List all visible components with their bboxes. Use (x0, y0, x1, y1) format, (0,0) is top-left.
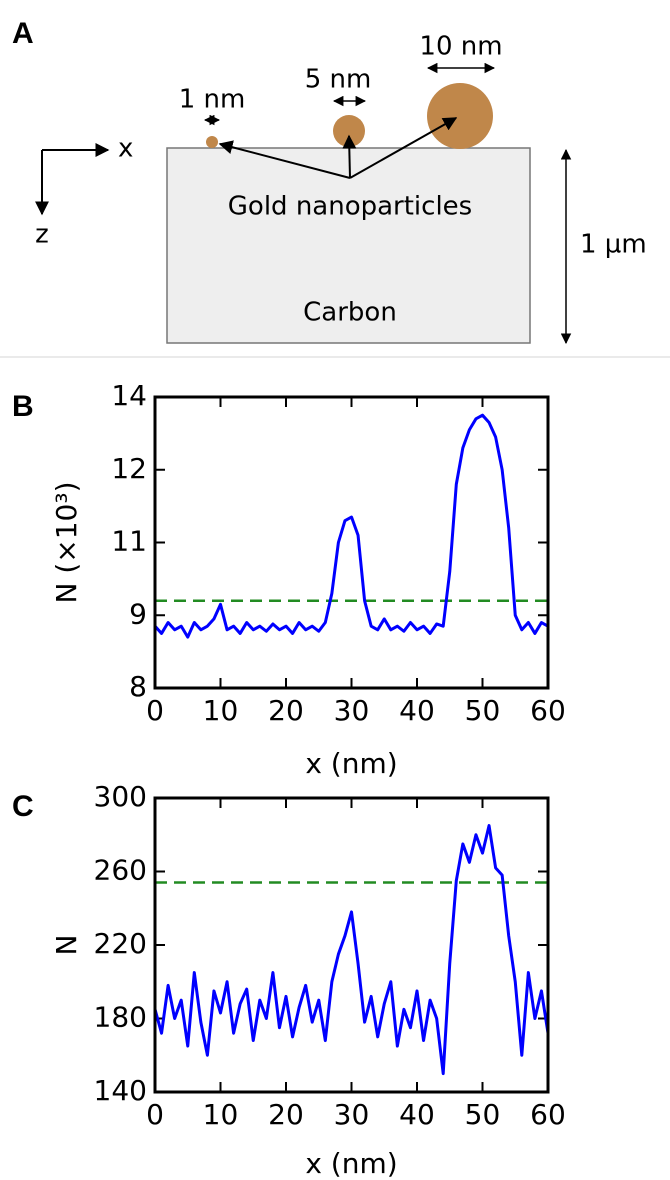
y-axis-label: N (50, 935, 83, 956)
pointer (218, 140, 351, 179)
y-tick-label: 12 (111, 452, 147, 485)
particle-10nm (427, 83, 493, 149)
size-label: 1 nm (179, 85, 246, 115)
plot-frame (153, 796, 550, 1094)
x-tick-label: 20 (268, 694, 304, 727)
x-tick-label: 0 (146, 694, 164, 727)
x-tick-label: 50 (465, 694, 501, 727)
x-tick-label: 10 (203, 1098, 239, 1131)
carbon-substrate (166, 147, 531, 344)
y-tick-label: 180 (94, 1001, 147, 1034)
x-tick-label: 10 (203, 694, 239, 727)
x-axis-label: x (nm) (305, 1147, 397, 1180)
x-label: x (118, 134, 133, 164)
x-tick-label: 20 (268, 1098, 304, 1131)
y-tick-label: 9 (129, 597, 147, 630)
substrate-label: Carbon (303, 298, 397, 328)
pointer (349, 117, 458, 179)
data-line (153, 413, 549, 639)
size-label: 10 nm (419, 32, 502, 62)
y-tick-label: 220 (94, 927, 147, 960)
particle-1nm (206, 136, 218, 148)
x-tick-label: 40 (399, 694, 435, 727)
x-tick-label: 30 (334, 1098, 370, 1131)
x-tick-label: 50 (465, 1098, 501, 1131)
pointer (342, 134, 357, 179)
panel-a: A 1 nm 5 nm 10 nm Gold nanoparticles Car… (0, 17, 670, 358)
y-axis-label: N (×10³) (50, 481, 83, 603)
x-tick-label: 30 (334, 694, 370, 727)
data-line (153, 824, 550, 1076)
depth-label: 1 µm (580, 230, 647, 260)
x-tick-label: 40 (399, 1098, 435, 1131)
size-label: 5 nm (305, 65, 372, 95)
y-tick-label: 14 (111, 379, 147, 412)
particles-label: Gold nanoparticles (228, 192, 472, 222)
y-tick-label: 300 (94, 780, 147, 813)
x-tick-label: 60 (530, 694, 566, 727)
x-axis-label: x (nm) (305, 747, 397, 780)
x-tick-label: 60 (530, 1098, 566, 1131)
z-label: z (35, 220, 49, 250)
y-tick-label: 8 (129, 670, 147, 703)
x-tick-label: 0 (146, 1098, 164, 1131)
panel-label: C (12, 790, 34, 823)
y-tick-label: 11 (111, 525, 147, 558)
plot-frame (153, 395, 550, 690)
panel-label: B (12, 390, 34, 423)
y-tick-label: 260 (94, 854, 147, 887)
y-tick-label: 140 (94, 1074, 147, 1107)
panel-label: A (12, 17, 34, 50)
particle-5nm (333, 115, 365, 147)
